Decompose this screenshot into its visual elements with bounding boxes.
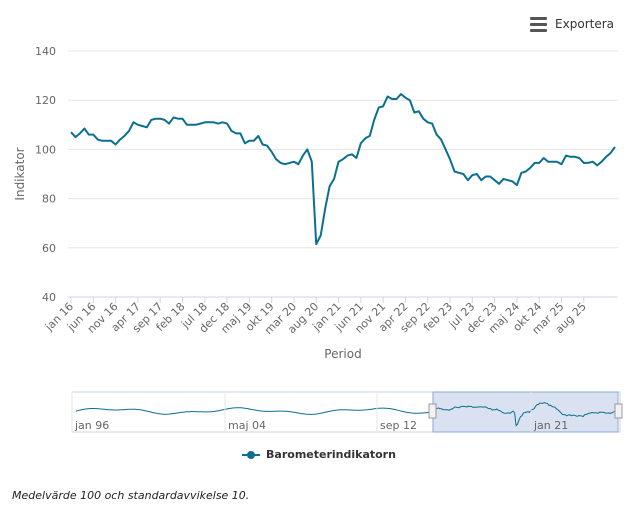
legend-label: Barometerindikatorn <box>266 448 396 461</box>
gridlines <box>68 50 618 298</box>
navigator-handle-right[interactable] <box>614 403 623 419</box>
navigator-handle-left[interactable] <box>428 403 437 419</box>
x-axis-title: Period <box>324 347 361 361</box>
navigator[interactable]: jan 96 maj 04 sep 12 jan 21 <box>71 391 623 433</box>
y-tick-label: 80 <box>42 193 56 206</box>
footnote: Medelvärde 100 och standardavvikelse 10. <box>12 489 250 502</box>
y-tick-label: 100 <box>35 143 56 156</box>
series-line-barometerindikatorn[interactable] <box>70 93 616 246</box>
y-tick-label: 120 <box>35 94 56 107</box>
navigator-tick-label: jan 96 <box>74 419 109 432</box>
hamburger-menu-icon <box>530 16 548 32</box>
navigator-tick-label: jan 21 <box>533 419 568 432</box>
navigator-tick-label: sep 12 <box>380 419 417 432</box>
navigator-x-axis: jan 96 maj 04 sep 12 jan 21 <box>71 392 568 432</box>
y-tick-label: 60 <box>42 242 56 255</box>
y-tick-label: 40 <box>42 291 56 304</box>
export-button[interactable]: Exportera <box>530 13 614 35</box>
legend-marker-icon <box>242 450 261 460</box>
y-axis: 40 60 80 100 120 140 <box>35 45 56 304</box>
y-tick-label: 140 <box>35 45 56 58</box>
navigator-tick-label: maj 04 <box>228 419 266 432</box>
data-points <box>69 92 617 246</box>
y-axis-title: Indikator <box>13 147 27 200</box>
navigator-series-line <box>75 402 617 427</box>
export-label: Exportera <box>555 17 614 31</box>
legend-item-barometerindikatorn[interactable]: Barometerindikatorn <box>0 448 638 461</box>
